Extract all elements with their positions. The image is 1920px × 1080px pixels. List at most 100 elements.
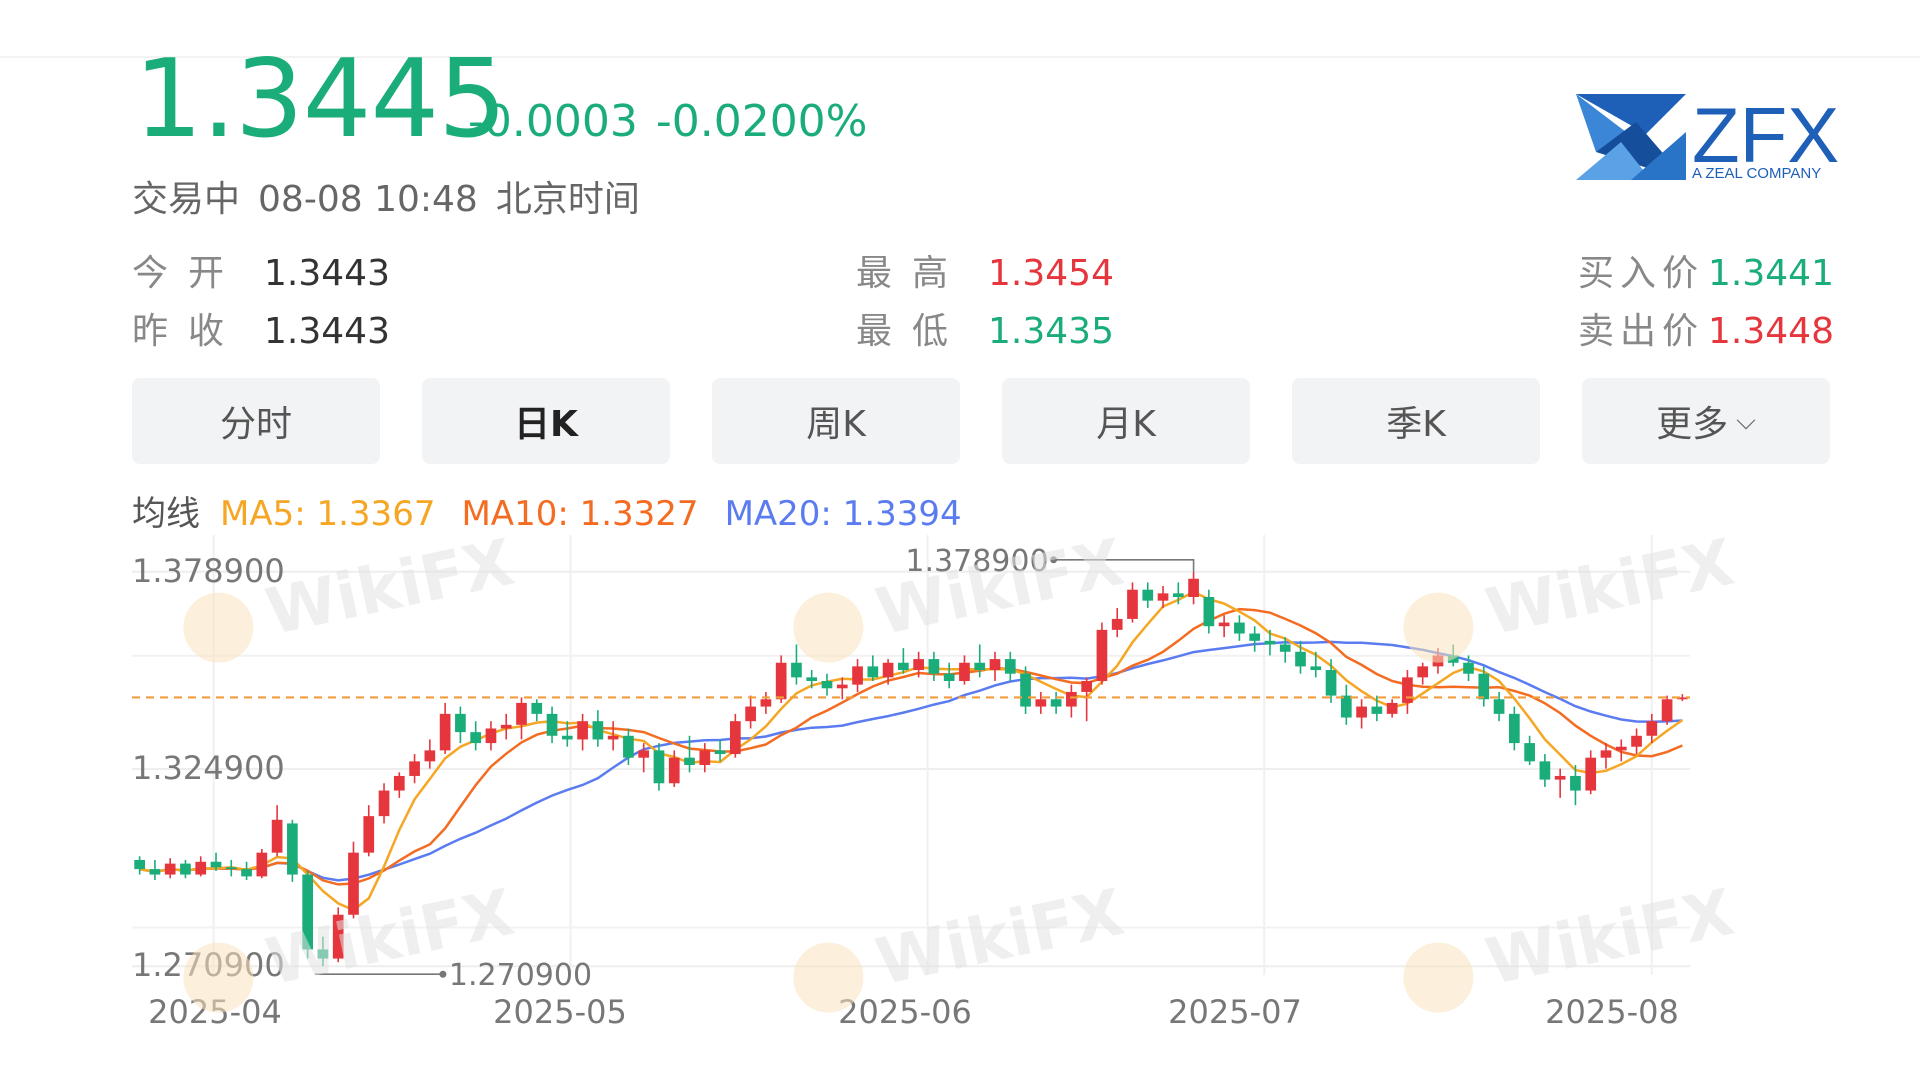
chevron-down-icon: ⌵ [1736, 405, 1756, 436]
tab-monthly-k[interactable]: 月K [1002, 378, 1250, 464]
quote-datetime: 08-08 10:48 [258, 179, 478, 220]
candle-body [1004, 659, 1016, 674]
tab-daily-k-label: 日K [514, 404, 578, 445]
kline-chart-area: 1.378900 1.324900 1.270900 2025-04 2025-05 20… [0, 520, 1920, 1040]
zfx-logo: ZFX A ZEAL COMPANY [1576, 92, 1839, 182]
candle-body [1066, 691, 1077, 707]
candle-body [1035, 699, 1047, 707]
open-stat: 今开 1.3443 [132, 244, 390, 296]
candle-body [1386, 702, 1398, 714]
candle-body [363, 816, 375, 853]
ma20-value: MA20: 1.3394 [724, 494, 962, 534]
candle-body [729, 721, 741, 755]
top-divider [0, 56, 1920, 58]
candle-body [1570, 775, 1581, 791]
candle-body [1478, 673, 1490, 700]
candle-body [1447, 655, 1459, 663]
logo-text: ZFX [1692, 92, 1839, 179]
candle-body [943, 673, 955, 681]
high-label: 最高 [856, 253, 969, 294]
bid-label: 买入价 [1578, 253, 1705, 294]
prev-close-value: 1.3443 [264, 311, 390, 352]
candle-body [1631, 735, 1642, 747]
x-tick-label: 2025-08 [1545, 993, 1679, 1031]
ma5-line [139, 590, 1684, 912]
price-change: -0.0003 -0.0200% [468, 96, 886, 147]
candle-body [241, 869, 252, 877]
candle-body [867, 666, 879, 678]
status-text: 交易中 [132, 179, 241, 220]
x-tick-label: 2025-07 [1168, 993, 1302, 1031]
candle-body [1172, 593, 1184, 597]
tab-quarterly-k[interactable]: 季K [1292, 378, 1540, 464]
ma5-value: MA5: 1.3367 [220, 494, 436, 534]
candle-body [1279, 644, 1291, 652]
candle-body [1677, 697, 1688, 700]
candle-body [1050, 699, 1062, 707]
candle-body [531, 702, 543, 714]
candle-body [271, 819, 283, 853]
candle-body [1417, 666, 1429, 678]
candle-body [684, 757, 695, 765]
candle-body [898, 662, 909, 671]
candlestick-chart[interactable]: 1.378900 1.324900 1.270900 2025-04 2025-05 20… [0, 520, 1920, 1040]
low-value: 1.3435 [988, 311, 1114, 352]
candle-body [1234, 622, 1245, 634]
candle-body [1600, 750, 1612, 758]
candle-body [1340, 695, 1352, 718]
candle-body [882, 662, 894, 678]
candle-body [164, 863, 176, 875]
candle-body [393, 775, 405, 791]
candle-body [623, 735, 634, 758]
ma10-line [139, 607, 1683, 886]
candle-body [1508, 713, 1520, 744]
y-tick-label: 1.324900 [132, 749, 285, 787]
candle-body [409, 761, 420, 776]
candle-body [470, 732, 482, 744]
candle-body [1081, 681, 1093, 692]
candle-body [974, 662, 986, 671]
high-value: 1.3454 [988, 253, 1114, 294]
candle-body [1661, 699, 1673, 722]
candle-body [1646, 721, 1658, 736]
tab-weekly-k-label: 周K [806, 404, 866, 445]
last-price: 1.3445 [134, 37, 507, 162]
candle-body [1325, 670, 1337, 696]
min-marker-dot [439, 970, 447, 978]
candle-body [180, 863, 191, 875]
tab-daily-k[interactable]: 日K [422, 378, 670, 464]
period-tabs: 分时 日K 周K 月K 季K 更多 ⌵ [132, 378, 1830, 464]
ma-label: 均线 [132, 494, 200, 534]
candle-body [455, 713, 466, 733]
candle-body [317, 949, 329, 959]
bid-stat: 买入价 1.3441 [1578, 244, 1834, 296]
candle-body [607, 735, 619, 740]
bid-value: 1.3441 [1708, 253, 1834, 294]
tab-weekly-k[interactable]: 周K [712, 378, 960, 464]
candle-body [1096, 629, 1108, 681]
candle-body [1371, 706, 1383, 714]
candle-body [775, 662, 787, 700]
candle-body [1585, 757, 1597, 791]
candle-body [1463, 662, 1474, 674]
candle-body [714, 750, 726, 755]
candle-body [1188, 578, 1199, 597]
candle-body [1356, 706, 1367, 718]
candle-body [1218, 622, 1230, 627]
candle-body [1111, 618, 1123, 630]
prev-close-label: 昨收 [132, 311, 245, 352]
candle-body [1264, 640, 1276, 645]
max-marker-line [1053, 558, 1195, 572]
candle-body [1539, 761, 1551, 780]
tab-quarterly-k-label: 季K [1386, 404, 1446, 445]
candle-body [134, 859, 145, 870]
candle-body [1310, 666, 1322, 671]
candle-body [546, 713, 558, 736]
tab-minute[interactable]: 分时 [132, 378, 380, 464]
candle-body [638, 750, 650, 758]
prev-close-stat: 昨收 1.3443 [132, 302, 390, 354]
candle-body [791, 662, 802, 678]
tab-more[interactable]: 更多 ⌵ [1582, 378, 1830, 464]
candle-body [1127, 589, 1138, 619]
moving-average-legend: 均线 MA5: 1.3367 MA10: 1.3327 MA20: 1.3394 [132, 486, 988, 535]
